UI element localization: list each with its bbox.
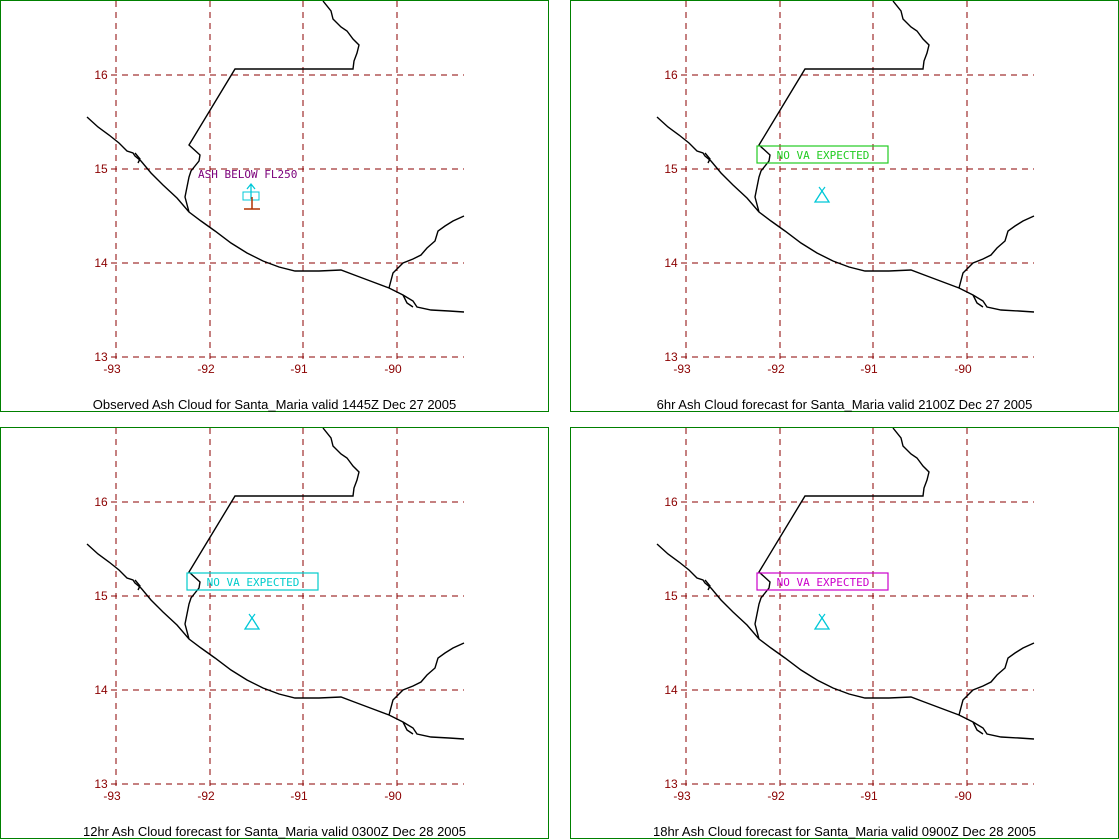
lat-tick-label: 13 — [94, 777, 108, 791]
panel-caption: 18hr Ash Cloud forecast for Santa_Maria … — [652, 824, 1036, 839]
volcano-icon — [813, 186, 831, 203]
map-canvas: 16 15 14 13-93 -92 -91 -90 NO VA EXPECTED — [86, 428, 465, 803]
coast-line — [86, 116, 465, 313]
lat-tick-label: 14 — [664, 683, 678, 697]
lon-tick-label: -91 — [860, 362, 878, 376]
lat-tick-label: 14 — [94, 256, 108, 270]
coast-line — [754, 1, 930, 213]
lon-tick-label: -93 — [103, 362, 121, 376]
lon-tick-label: -92 — [767, 789, 785, 803]
no-va-box — [186, 572, 319, 591]
coast-line — [704, 152, 711, 164]
map-canvas: 16 15 14 13-93 -92 -91 -90 NO VA EXPECTED — [656, 1, 1035, 376]
ash-annotation: NO VA EXPECTED — [756, 145, 889, 203]
panel-caption: 6hr Ash Cloud forecast for Santa_Maria v… — [656, 397, 1033, 412]
coast-line — [388, 215, 465, 289]
lat-tick-label: 14 — [94, 683, 108, 697]
lon-tick-label: -91 — [290, 362, 308, 376]
axis-labels: 16 15 14 13-93 -92 -91 -90 — [664, 68, 972, 376]
lat-tick-label: 15 — [94, 589, 108, 603]
lat-tick-label: 16 — [94, 495, 108, 509]
lon-tick-label: -93 — [673, 789, 691, 803]
coast-line — [972, 294, 984, 308]
lat-tick-label: 14 — [664, 256, 678, 270]
lon-tick-label: -91 — [860, 789, 878, 803]
coast-line — [134, 579, 141, 591]
map-canvas: 16 15 14 13-93 -92 -91 -90 NO VA EXPECTED — [656, 428, 1035, 803]
coast-line — [402, 294, 414, 308]
lon-tick-label: -93 — [673, 362, 691, 376]
lat-tick-label: 13 — [664, 350, 678, 364]
lon-tick-label: -92 — [197, 362, 215, 376]
lat-tick-label: 16 — [94, 68, 108, 82]
coast-line — [704, 579, 711, 591]
lon-tick-label: -90 — [384, 362, 402, 376]
coastline — [656, 1, 1035, 313]
volcano-icon — [813, 613, 831, 630]
ash-annotation: ASH BELOW FL250 — [198, 168, 297, 210]
map-panel-12hr: 16 15 14 13 -93 -92 -91 -90 NO VA EXPECTED 12hr… — [0, 427, 549, 839]
lat-tick-label: 16 — [664, 495, 678, 509]
lat-tick-label: 13 — [94, 350, 108, 364]
coast-line — [958, 642, 1035, 716]
lat-lon-grid — [681, 428, 1034, 790]
coast-line — [958, 215, 1035, 289]
volcano-icon — [243, 613, 261, 630]
axis-labels: 16 15 14 13-93 -92 -91 -90 — [664, 495, 972, 803]
lat-tick-label: 15 — [94, 162, 108, 176]
coast-line — [402, 721, 414, 735]
map-panel-18hr: 16 15 14 13 -93 -92 -91 -90 NO VA EXPECTED 18hr… — [570, 427, 1119, 839]
coast-line — [754, 428, 930, 640]
coast-line — [972, 721, 984, 735]
lat-lon-grid — [111, 1, 464, 363]
coastline — [86, 1, 465, 313]
coast-line — [388, 642, 465, 716]
axis-labels: 16 15 14 13-93 -92 -91 -90 — [94, 495, 402, 803]
lon-tick-label: -90 — [384, 789, 402, 803]
map-canvas: 16 15 14 13-93 -92 -91 -90 ASH BELOW FL250 — [86, 1, 465, 376]
lat-tick-label: 15 — [664, 162, 678, 176]
panel-caption: 12hr Ash Cloud forecast for Santa_Maria … — [82, 824, 466, 839]
no-va-box — [756, 145, 889, 164]
lat-tick-label: 15 — [664, 589, 678, 603]
no-va-label: NO VA EXPECTED — [777, 576, 870, 589]
lon-tick-label: -90 — [954, 362, 972, 376]
coastline — [86, 428, 465, 740]
ash-annotation: NO VA EXPECTED — [756, 572, 889, 630]
map-panel-observed: 16 15 14 13 -93 -92 -91 -90 ASH BELOW FL250 Obs… — [0, 0, 549, 412]
no-va-label: NO VA EXPECTED — [207, 576, 300, 589]
lat-tick-label: 13 — [664, 777, 678, 791]
lon-tick-label: -92 — [197, 789, 215, 803]
lon-tick-label: -93 — [103, 789, 121, 803]
lon-tick-label: -92 — [767, 362, 785, 376]
lon-tick-label: -91 — [290, 789, 308, 803]
coast-line — [656, 116, 1035, 313]
coast-line — [134, 152, 141, 164]
lat-lon-grid — [681, 1, 1034, 363]
axis-labels: 16 15 14 13-93 -92 -91 -90 — [94, 68, 402, 376]
panel-caption: Observed Ash Cloud for Santa_Maria valid… — [92, 397, 457, 412]
coast-line — [656, 543, 1035, 740]
coast-line — [86, 543, 465, 740]
lat-tick-label: 16 — [664, 68, 678, 82]
coast-line — [184, 1, 360, 213]
lat-lon-grid — [111, 428, 464, 790]
lon-tick-label: -90 — [954, 789, 972, 803]
ash-annotation: NO VA EXPECTED — [186, 572, 319, 630]
no-va-box — [756, 572, 889, 591]
coast-line — [184, 428, 360, 640]
coastline — [656, 428, 1035, 740]
ash-label: ASH BELOW FL250 — [198, 168, 297, 181]
no-va-label: NO VA EXPECTED — [777, 149, 870, 162]
volcano-marker — [242, 182, 260, 210]
map-panel-6hr: 16 15 14 13 -93 -92 -91 -90 NO VA EXPECTED 6hr … — [570, 0, 1119, 412]
